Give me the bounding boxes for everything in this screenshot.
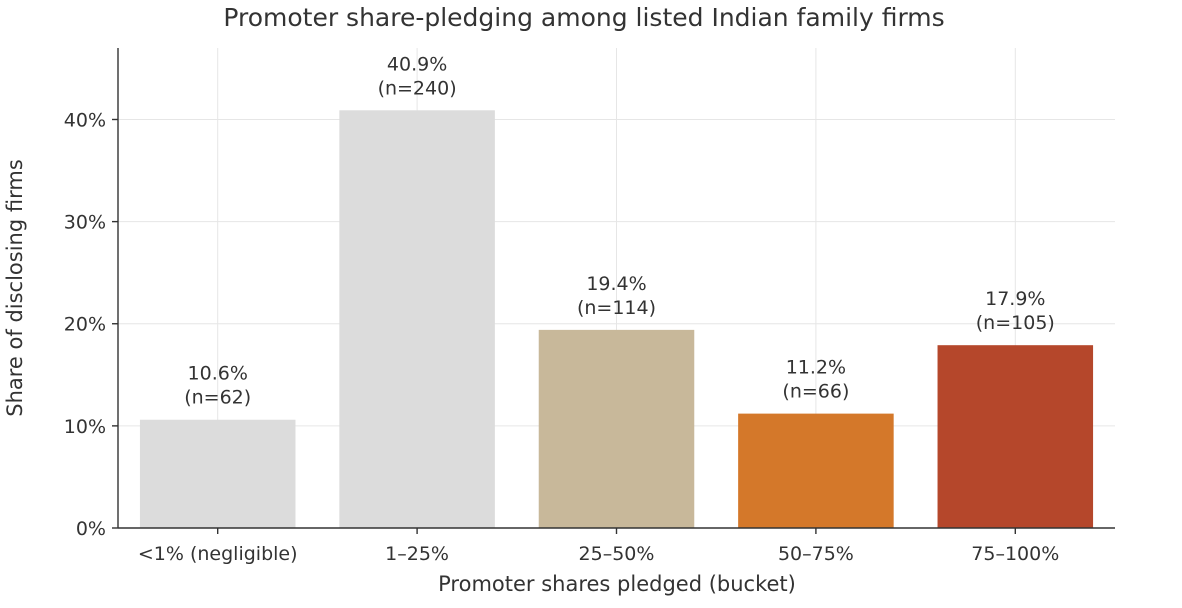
bar-count-label: (n=62) <box>184 387 251 409</box>
chart-title: Promoter share-pledging among listed Ind… <box>223 3 944 32</box>
x-tick-label: 1–25% <box>385 543 449 565</box>
data-labels-layer: 10.6%(n=62) 40.9%(n=240) 19.4%(n=114) 11.2%… <box>184 53 1055 408</box>
y-tick-label: 10% <box>64 416 106 438</box>
y-tick-label: 30% <box>64 212 106 234</box>
bar-value-label: 19.4% <box>586 273 646 295</box>
bar-count-label: (n=114) <box>577 297 656 319</box>
bar-value-label: 11.2% <box>786 357 846 379</box>
axes-layer: 0% 10% 20% 30% 40% <1% (negligible) 1–25% 25–50… <box>64 48 1115 565</box>
x-axis-label: Promoter shares pledged (bucket) <box>438 572 796 596</box>
x-tick-label: 50–75% <box>778 543 854 565</box>
bar-value-label: 40.9% <box>387 53 447 75</box>
bar-count-label: (n=66) <box>782 381 849 403</box>
bar-value-label: 10.6% <box>188 363 248 385</box>
bar <box>738 413 894 528</box>
bar <box>139 419 296 528</box>
bar <box>937 345 1094 528</box>
bar-value-label: 17.9% <box>985 288 1045 310</box>
x-tick-label: 75–100% <box>971 543 1059 565</box>
x-tick-label: <1% (negligible) <box>138 543 298 565</box>
bar <box>339 110 495 528</box>
y-tick-label: 40% <box>64 109 106 131</box>
bars-layer <box>139 110 1094 528</box>
y-tick-label: 0% <box>76 518 106 540</box>
bar <box>538 329 695 528</box>
y-axis-label: Share of disclosing firms <box>3 159 27 417</box>
x-tick-label: 25–50% <box>579 543 655 565</box>
bar-count-label: (n=240) <box>378 77 457 99</box>
y-tick-label: 20% <box>64 314 106 336</box>
bar-count-label: (n=105) <box>976 312 1055 334</box>
